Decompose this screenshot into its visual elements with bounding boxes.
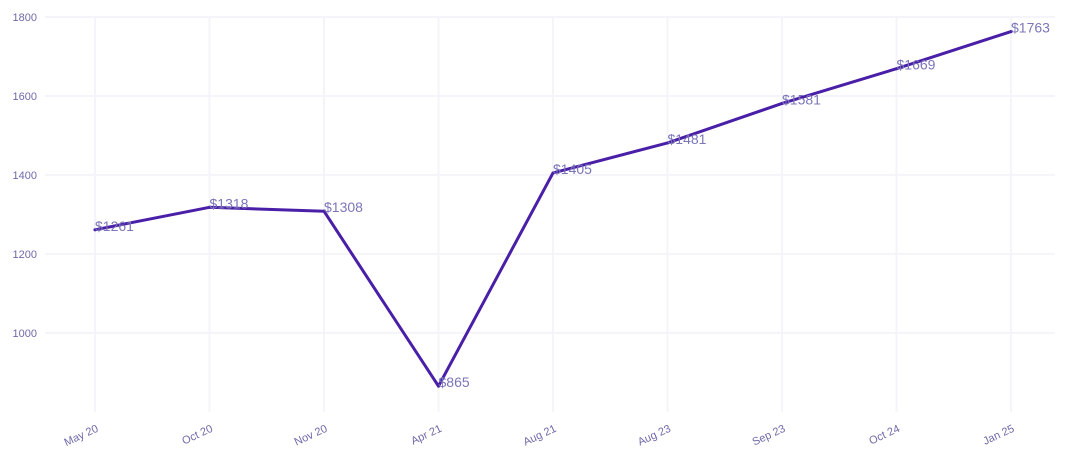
data-point xyxy=(1009,30,1013,34)
data-point xyxy=(437,384,440,388)
x-tick-label: May 20 xyxy=(62,423,100,449)
data-point xyxy=(551,171,555,175)
y-tick-label: 1200 xyxy=(13,249,37,261)
x-tick-label: Nov 20 xyxy=(293,423,330,449)
data-point xyxy=(780,101,784,105)
data-point xyxy=(208,205,211,209)
y-tick-label: 1000 xyxy=(13,328,37,340)
x-tick-label: Oct 20 xyxy=(180,423,214,448)
x-tick-label: Apr 21 xyxy=(409,423,443,448)
data-label: $1405 xyxy=(553,161,592,177)
x-tick-label: Oct 24 xyxy=(867,423,901,448)
x-gridlines xyxy=(94,17,1012,412)
data-point xyxy=(322,209,326,213)
y-gridlines xyxy=(45,16,1055,334)
data-label: $1669 xyxy=(897,57,936,73)
data-label: $1308 xyxy=(324,199,363,215)
y-axis-ticks: 1000 1200 1400 1600 1800 xyxy=(13,12,37,340)
data-point xyxy=(895,67,898,71)
x-tick-label: Aug 23 xyxy=(636,423,673,449)
data-point xyxy=(93,228,97,232)
data-label: $1318 xyxy=(210,195,249,211)
data-label: $1261 xyxy=(95,218,134,234)
series-group xyxy=(93,30,1013,388)
data-point xyxy=(666,141,669,145)
y-tick-label: 1400 xyxy=(13,170,37,182)
data-label: $1763 xyxy=(1011,20,1050,36)
y-tick-label: 1800 xyxy=(13,12,37,24)
data-labels: $1261 $1318 $1308 $865 $1405 $1481 $1581 $1669 $… xyxy=(95,20,1050,391)
y-tick-label: 1600 xyxy=(13,91,37,103)
x-tick-label: Aug 21 xyxy=(522,423,559,449)
x-axis-ticks: May 20 Oct 20 Nov 20 Apr 21 Aug 21 Aug 23 Sep … xyxy=(62,423,1016,449)
x-tick-label: Jan 25 xyxy=(981,423,1016,448)
data-label: $1581 xyxy=(782,91,821,107)
x-tick-label: Sep 23 xyxy=(751,423,788,449)
data-label: $1481 xyxy=(668,131,707,147)
data-label: $865 xyxy=(439,374,470,390)
